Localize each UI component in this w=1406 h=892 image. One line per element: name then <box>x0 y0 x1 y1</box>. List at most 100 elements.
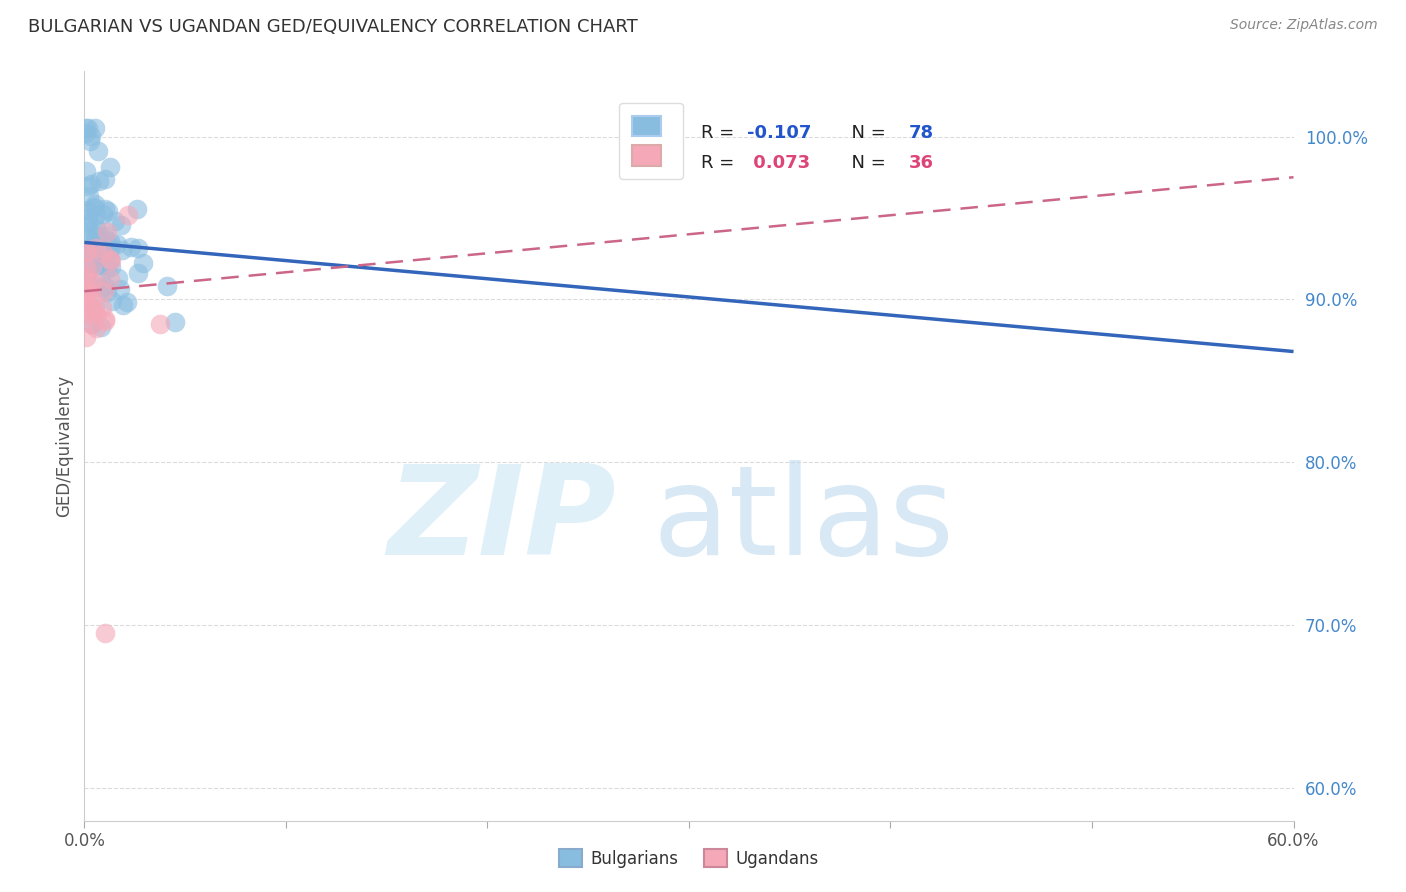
Point <box>90 280 112 294</box>
Point <box>76 285 98 299</box>
Point <box>84 307 107 321</box>
Point <box>75 296 97 310</box>
Point <box>90 235 112 249</box>
Point <box>94 312 117 326</box>
Point <box>76 211 98 225</box>
Point <box>90 237 112 252</box>
Point <box>127 266 149 280</box>
Point <box>87 224 110 238</box>
Y-axis label: GED/Equivalency: GED/Equivalency <box>55 375 73 517</box>
Point <box>75 262 97 277</box>
Point <box>96 260 118 275</box>
Point <box>96 225 118 239</box>
Point <box>80 275 103 289</box>
Text: Source: ZipAtlas.com: Source: ZipAtlas.com <box>1230 18 1378 32</box>
Point <box>84 228 107 243</box>
Point <box>87 174 110 188</box>
Point <box>93 202 115 216</box>
Point <box>80 129 103 144</box>
Point <box>76 245 98 260</box>
Text: R =: R = <box>702 124 740 142</box>
Point <box>98 243 121 257</box>
Point <box>82 301 104 316</box>
Point <box>76 219 98 234</box>
Point <box>75 260 97 275</box>
Point <box>77 121 100 136</box>
Point <box>96 285 118 300</box>
Point <box>100 260 122 274</box>
Point <box>93 285 115 299</box>
Point <box>86 208 108 222</box>
Point <box>89 273 111 287</box>
Point <box>93 626 115 640</box>
Point <box>80 317 103 331</box>
Point <box>90 319 112 334</box>
Point <box>80 178 103 192</box>
Text: BULGARIAN VS UGANDAN GED/EQUIVALENCY CORRELATION CHART: BULGARIAN VS UGANDAN GED/EQUIVALENCY COR… <box>28 18 638 36</box>
Point <box>75 228 97 243</box>
Point <box>120 240 142 254</box>
Point <box>84 235 107 250</box>
Point <box>75 126 97 140</box>
Point <box>75 330 97 344</box>
Point <box>79 277 101 292</box>
Point <box>100 239 122 253</box>
Point <box>75 163 97 178</box>
Point <box>84 321 107 335</box>
Point <box>75 243 97 257</box>
Text: 78: 78 <box>910 124 934 142</box>
Point <box>125 202 148 216</box>
Point <box>82 302 104 317</box>
Point <box>112 298 135 312</box>
Point <box>79 134 101 148</box>
Point <box>104 214 127 228</box>
Point <box>156 278 179 293</box>
Point <box>84 219 107 234</box>
Point <box>76 285 98 299</box>
Point <box>98 271 121 285</box>
Point <box>84 256 107 270</box>
Point <box>105 236 128 251</box>
Point <box>94 232 117 246</box>
Point <box>77 297 100 311</box>
Point <box>75 285 97 299</box>
Point <box>86 255 108 269</box>
Point <box>79 285 101 299</box>
Point <box>76 202 98 217</box>
Point <box>80 302 103 317</box>
Point <box>93 314 115 328</box>
Point <box>77 189 100 203</box>
Text: 36: 36 <box>910 153 934 172</box>
Point <box>98 234 121 248</box>
Point <box>75 121 97 136</box>
Point <box>82 317 104 331</box>
Point <box>75 268 97 283</box>
Text: N =: N = <box>841 153 891 172</box>
Point <box>97 204 120 219</box>
Point <box>75 269 97 284</box>
Text: atlas: atlas <box>652 460 955 582</box>
Point <box>93 278 115 293</box>
Point <box>149 317 172 331</box>
Point <box>127 241 149 255</box>
Point <box>87 232 110 246</box>
Point <box>132 255 155 269</box>
Text: -0.107: -0.107 <box>747 124 811 142</box>
Point <box>100 254 122 268</box>
Point <box>111 243 134 257</box>
Point <box>91 245 114 260</box>
Point <box>110 218 132 232</box>
Point <box>77 304 100 318</box>
Legend: Bulgarians, Ugandans: Bulgarians, Ugandans <box>551 841 827 876</box>
Point <box>115 295 138 310</box>
Text: R =: R = <box>702 153 740 172</box>
Point <box>108 282 131 296</box>
Point <box>94 172 117 186</box>
Point <box>83 200 105 214</box>
Point <box>87 258 110 272</box>
Point <box>94 229 117 244</box>
Text: ZIP: ZIP <box>388 460 616 582</box>
Point <box>82 293 104 307</box>
Point <box>76 244 98 259</box>
Point <box>117 208 139 222</box>
